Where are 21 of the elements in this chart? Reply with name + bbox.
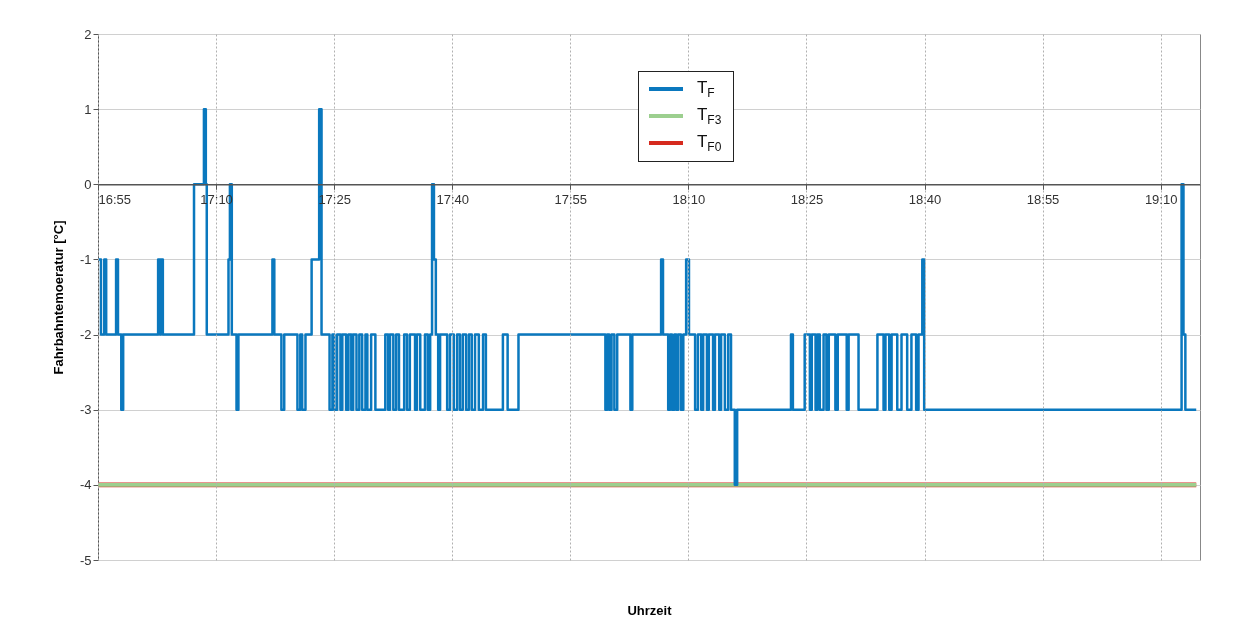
y-axis-title: Fahrbahntemoeratur [°C] bbox=[50, 220, 66, 375]
y-tick-label: 1 bbox=[84, 101, 92, 117]
y-tick-label: 0 bbox=[84, 176, 92, 192]
x-axis-title: Uhrzeit bbox=[627, 602, 673, 618]
legend-label: T$_{F}$ bbox=[696, 78, 715, 101]
x-tick-label: 19:10 bbox=[1144, 191, 1178, 207]
x-tick-label: 18:40 bbox=[908, 191, 942, 207]
y-tick-label: 2 bbox=[84, 26, 92, 42]
y-tick-label: -1 bbox=[79, 251, 92, 267]
x-tick-label: 17:40 bbox=[436, 191, 469, 207]
y-tick-label: -5 bbox=[79, 552, 92, 568]
y-tick-label: -3 bbox=[79, 402, 92, 418]
x-tick-label: 18:55 bbox=[1026, 191, 1060, 207]
y-tick-label: -4 bbox=[79, 477, 92, 493]
x-tick-label: 18:25 bbox=[790, 191, 824, 207]
x-tick-label: 17:55 bbox=[554, 191, 588, 207]
legend-label: T$_{F0}$ bbox=[696, 132, 722, 155]
y-tick-label: -2 bbox=[79, 327, 92, 343]
x-tick-label: 16:55 bbox=[98, 191, 132, 207]
legend-label: T$_{F3}$ bbox=[696, 105, 722, 128]
x-tick-label: 18:10 bbox=[672, 191, 706, 207]
